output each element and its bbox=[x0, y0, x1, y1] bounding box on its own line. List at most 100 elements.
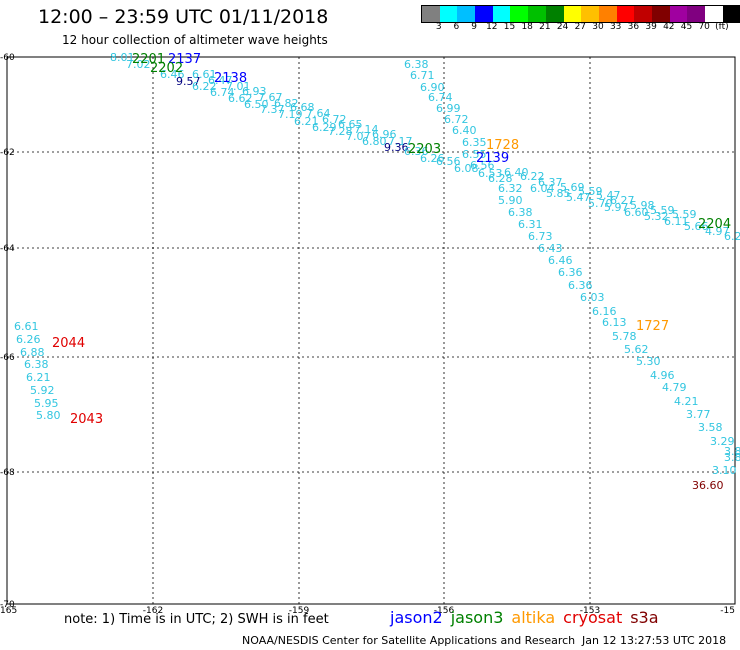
wave-height-value: 6.26 bbox=[420, 152, 445, 165]
wave-height-value: 7.37 bbox=[260, 103, 285, 116]
wave-height-value: 6.03 bbox=[580, 291, 605, 304]
pass-time-label: 2204 bbox=[698, 217, 731, 232]
legend-entry-cryosat: cryosat bbox=[563, 608, 623, 627]
satellite-legend: jason2 jason3 altika cryosat s3a bbox=[390, 608, 667, 627]
axis-tick-labels: -165 -162 -159 -156 -153 -15 -60 -62 -64 -66 -68 -7… bbox=[0, 53, 735, 616]
map-frame bbox=[6, 56, 736, 605]
wave-height-value: 7.14 bbox=[354, 123, 379, 136]
generation-timestamp: Jan 12 13:27:53 UTC 2018 bbox=[582, 634, 727, 647]
wave-height-value: 4.96 bbox=[650, 369, 675, 382]
colorbar-label: 45 bbox=[680, 22, 693, 32]
colorbar-swatch bbox=[475, 6, 493, 22]
wave-height-value: 6.50 bbox=[244, 98, 269, 111]
wave-height-value: 3.77 bbox=[686, 408, 711, 421]
latitude-tick-label: -64 bbox=[0, 244, 15, 254]
colorbar-label: 70 bbox=[698, 22, 710, 32]
colorbar-swatch bbox=[563, 6, 582, 22]
wave-height-value: 6.56 bbox=[436, 155, 461, 168]
longitude-tick-label: -156 bbox=[434, 606, 455, 616]
wave-height-value: 6.26 bbox=[16, 333, 41, 346]
wave-height-value: 5.78 bbox=[612, 330, 637, 343]
wave-height-value: 7.01 bbox=[226, 80, 251, 93]
pass-time-label: 2203 bbox=[408, 142, 441, 157]
colorbar-label: (ft) bbox=[715, 22, 729, 32]
colorbar-swatch bbox=[422, 6, 440, 22]
colorbar-label: 6 bbox=[453, 22, 460, 32]
wave-height-value: 7.17 bbox=[388, 135, 413, 148]
wave-height-value: 5.32 bbox=[644, 210, 669, 223]
colorbar-label: 9 bbox=[471, 22, 477, 32]
colorbar-label: 36 bbox=[627, 22, 640, 32]
wave-height-value: 6.40 bbox=[452, 124, 477, 137]
wave-height-value: 6.16 bbox=[592, 305, 617, 318]
pass-time-label: 2137 bbox=[168, 52, 201, 67]
colorbar-label: 21 bbox=[539, 22, 551, 32]
wave-height-value: 6.38 bbox=[508, 206, 533, 219]
wave-height-value: 6.55 bbox=[462, 148, 487, 161]
wave-height-value: 5.97 bbox=[604, 201, 629, 214]
chart-title: 12:00 – 23:59 UTC 01/11/2018 bbox=[38, 6, 329, 28]
wave-height-value: 5.70 bbox=[588, 197, 613, 210]
wave-height-value: 6.29 bbox=[312, 121, 337, 134]
wave-height-value: 6.36 bbox=[404, 145, 429, 158]
wave-height-value: 6.37 bbox=[538, 176, 563, 189]
map-grid bbox=[7, 57, 735, 604]
longitude-tick-label: -15 bbox=[720, 606, 735, 616]
wave-height-value: 6.90 bbox=[420, 81, 445, 94]
wave-height-value: 6.43 bbox=[538, 242, 563, 255]
latitude-tick-label: -70 bbox=[0, 600, 15, 610]
wave-height-value: 6.62 bbox=[228, 92, 253, 105]
latitude-tick-label: -68 bbox=[0, 468, 15, 478]
wave-height-value: 3.8 bbox=[724, 451, 740, 464]
wave-height-value: 6.40 bbox=[504, 166, 529, 179]
wave-height-value: 6.73 bbox=[528, 230, 553, 243]
wave-height-value: 6.36 bbox=[558, 266, 583, 279]
wave-height-value: 5.90 bbox=[498, 194, 523, 207]
colorbar-label: 33 bbox=[609, 22, 622, 32]
wave-height-value: 6.65 bbox=[338, 118, 363, 131]
wave-height-value: 5.80 bbox=[36, 409, 61, 422]
wave-height-value: 6.08 bbox=[454, 162, 479, 175]
wave-height-value: 6.71 bbox=[410, 69, 435, 82]
colorbar-label: 18 bbox=[521, 22, 533, 32]
pass-time-label: 1728 bbox=[486, 138, 519, 153]
longitude-tick-label: -159 bbox=[289, 606, 310, 616]
wave-height-value: 5.66 bbox=[684, 220, 709, 233]
colorbar-swatch bbox=[616, 6, 635, 22]
colorbar-swatch bbox=[634, 6, 652, 22]
longitude-tick-label: -165 bbox=[0, 606, 17, 616]
chart-subtitle: 12 hour collection of altimeter wave hei… bbox=[62, 33, 328, 47]
wave-height-value: 7.67 bbox=[258, 91, 283, 104]
pass-time-label: 2201 bbox=[132, 52, 165, 67]
colorbar-swatch bbox=[669, 6, 688, 22]
legend-entry-jason2: jason2 bbox=[390, 608, 443, 627]
wave-height-value: 6.72 bbox=[444, 113, 469, 126]
colorbar-label: 12 bbox=[486, 22, 498, 32]
wave-height-value: 6.11 bbox=[664, 215, 689, 228]
wave-height-value: 8.01 bbox=[110, 51, 135, 64]
wave-height-value: 36.60 bbox=[692, 479, 724, 492]
pass-time-label: 2044 bbox=[52, 336, 85, 351]
wave-height-value: 7.02 bbox=[126, 58, 151, 71]
wave-height-value: 5.47 bbox=[566, 191, 591, 204]
colorbar-label: 27 bbox=[574, 22, 587, 32]
wave-height-value: 6.21 bbox=[294, 115, 319, 128]
wave-height-value: 3.10 bbox=[712, 464, 737, 477]
wave-height-value: 6.53 bbox=[478, 167, 503, 180]
wave-height-value: 6.47 bbox=[208, 74, 233, 87]
wave-height-value: 3.29 bbox=[710, 435, 735, 448]
wave-height-value: 6.28 bbox=[488, 172, 513, 185]
wave-height-value: 5.59 bbox=[650, 204, 675, 217]
wave-height-value: 4.21 bbox=[674, 395, 699, 408]
wave-height-value: 4.79 bbox=[662, 381, 687, 394]
colorbar-swatch bbox=[439, 6, 458, 22]
wave-height-value: 7.07 bbox=[346, 130, 371, 143]
colorbar-swatch bbox=[722, 6, 740, 22]
wave-height-value: 6.31 bbox=[518, 218, 543, 231]
wave-height-value: 6.38 bbox=[24, 358, 49, 371]
wave-height-value: 6.27 bbox=[610, 194, 635, 207]
longitude-tick-label: -162 bbox=[143, 606, 163, 616]
wave-height-value: 6.46 bbox=[548, 254, 573, 267]
wave-height-value: 6.04 bbox=[530, 182, 555, 195]
